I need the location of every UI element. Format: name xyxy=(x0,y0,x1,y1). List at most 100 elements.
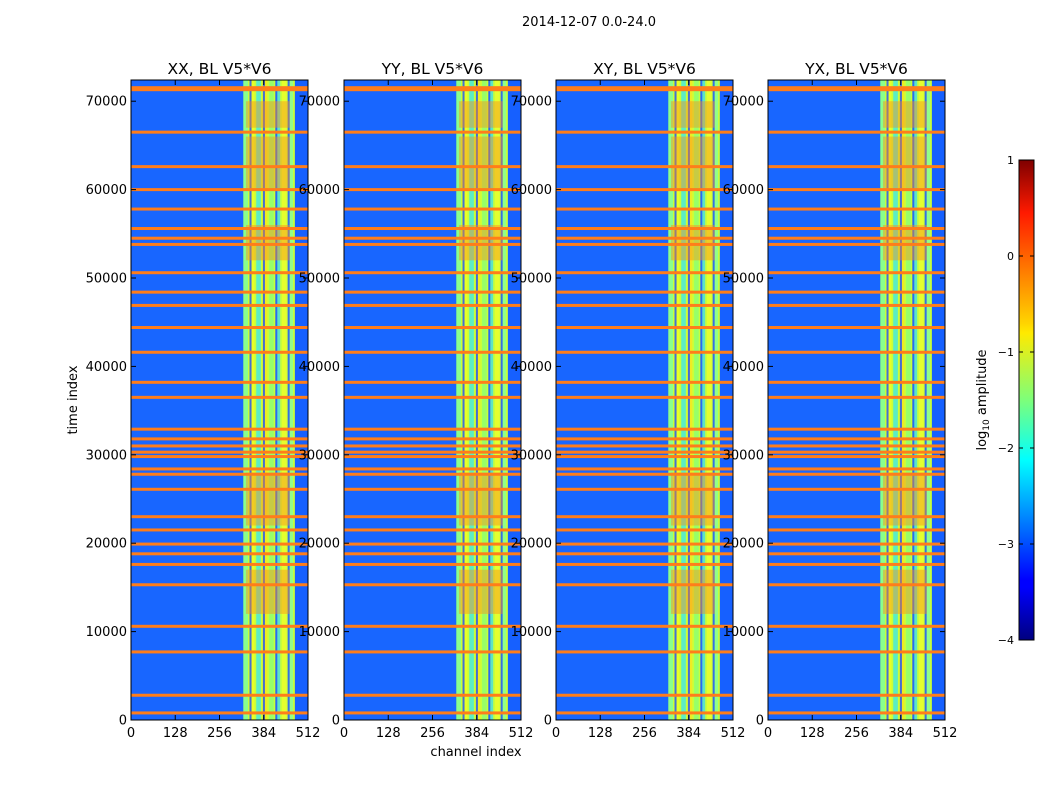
x-axis-label: channel index xyxy=(430,745,521,760)
flagged-row xyxy=(131,624,308,628)
flagged-row xyxy=(768,437,945,441)
high-amplitude-region xyxy=(670,136,715,190)
panel-3: YX, BL V5*V6 0 128 256 384 512 0 10000 20000 3000… xyxy=(723,60,958,741)
y-tick-label: 60000 xyxy=(511,183,552,198)
flagged-row xyxy=(344,303,521,307)
channel-stripe xyxy=(475,80,481,720)
flagged-row xyxy=(556,227,733,231)
y-tick-label: 0 xyxy=(544,714,552,729)
flagged-row xyxy=(131,427,308,431)
flagged-row xyxy=(344,165,521,169)
flagged-row xyxy=(556,562,733,566)
suptitle: 2014-12-07 0.0-24.0 xyxy=(522,15,656,30)
flagged-row xyxy=(768,467,945,471)
flagged-row xyxy=(556,86,733,92)
flagged-row xyxy=(556,188,733,192)
colorbar-ticks: 1 0 −1 −2 −3 −4 xyxy=(998,154,1034,647)
flagged-row xyxy=(344,188,521,192)
flagged-row xyxy=(131,552,308,556)
y-tick-label: 70000 xyxy=(723,95,764,110)
flagged-row xyxy=(344,542,521,546)
high-amplitude-region xyxy=(670,569,715,614)
y-tick-label: 60000 xyxy=(86,183,127,198)
flagged-row xyxy=(768,711,945,715)
channel-gap xyxy=(924,80,927,720)
flagged-row xyxy=(768,188,945,192)
x-tick-label: 512 xyxy=(296,726,321,741)
channel-stripe xyxy=(687,80,693,720)
x-tick-label: 384 xyxy=(464,726,489,741)
heatmap-low-region xyxy=(344,80,457,720)
heatmap-low-region xyxy=(556,80,669,720)
channel-stripe xyxy=(456,80,461,720)
y-tick-label: 30000 xyxy=(723,448,764,463)
flagged-row xyxy=(344,455,521,459)
channel-gap xyxy=(687,80,690,720)
high-amplitude-region xyxy=(670,224,715,261)
flagged-row xyxy=(131,444,308,448)
flagged-row xyxy=(344,380,521,384)
flagged-row xyxy=(131,455,308,459)
channel-stripe xyxy=(886,80,892,720)
panel-title: XY, BL V5*V6 xyxy=(593,60,696,78)
colorbar-tick-label: −2 xyxy=(998,442,1014,455)
y-tick-label: 20000 xyxy=(511,537,552,552)
flagged-row xyxy=(344,290,521,294)
flagged-row xyxy=(556,472,733,476)
x-tick-label: 128 xyxy=(800,726,825,741)
channel-stripe xyxy=(269,80,274,720)
y-tick-label: 10000 xyxy=(299,625,340,640)
y-tick-label: 30000 xyxy=(511,448,552,463)
y-tick-label: 20000 xyxy=(723,537,764,552)
channel-stripe xyxy=(700,80,706,720)
flagged-row xyxy=(344,552,521,556)
flagged-row xyxy=(556,427,733,431)
channel-stripe xyxy=(249,80,255,720)
x-tick-label: 0 xyxy=(127,726,135,741)
channel-gap xyxy=(475,80,478,720)
flagged-row xyxy=(556,395,733,399)
flagged-row xyxy=(768,650,945,654)
flagged-row xyxy=(768,427,945,431)
flagged-row xyxy=(768,271,945,275)
channel-gap xyxy=(674,80,677,720)
y-tick-label: 10000 xyxy=(511,625,552,640)
flagged-row xyxy=(556,326,733,330)
high-amplitude-region xyxy=(458,101,503,128)
flagged-row xyxy=(556,450,733,454)
flagged-row xyxy=(131,562,308,566)
flagged-row xyxy=(556,303,733,307)
channel-stripe xyxy=(243,80,248,720)
flagged-row xyxy=(344,650,521,654)
panels: XX, BL V5*V6 0 128 256 384 512 0 10000 20000 3000… xyxy=(86,60,958,741)
flagged-row xyxy=(344,711,521,715)
channel-gap xyxy=(462,80,465,720)
high-amplitude-region xyxy=(882,101,927,128)
x-tick-label: 256 xyxy=(420,726,445,741)
colorbar-tick-label: −4 xyxy=(998,634,1014,647)
y-tick-label: 30000 xyxy=(86,448,127,463)
y-tick-label: 40000 xyxy=(86,360,127,375)
y-tick-label: 50000 xyxy=(86,272,127,287)
x-tick-label: 128 xyxy=(163,726,188,741)
channel-stripe xyxy=(462,80,468,720)
y-tick-label: 70000 xyxy=(299,95,340,110)
flagged-row xyxy=(344,528,521,532)
flagged-row xyxy=(556,583,733,587)
flagged-row xyxy=(131,515,308,519)
panel-2: XY, BL V5*V6 0 128 256 384 512 0 10000 20000 3000… xyxy=(511,60,746,741)
flagged-row xyxy=(768,227,945,231)
y-tick-label: 40000 xyxy=(511,360,552,375)
x-tick-label: 384 xyxy=(251,726,276,741)
channel-stripe xyxy=(668,80,673,720)
flagged-row xyxy=(131,271,308,275)
channel-gap xyxy=(700,80,703,720)
flagged-row xyxy=(556,467,733,471)
y-tick-label: 70000 xyxy=(511,95,552,110)
flagged-row xyxy=(556,515,733,519)
channel-stripe xyxy=(488,80,494,720)
colorbar-tick-label: 0 xyxy=(1007,250,1014,263)
colorbar: 1 0 −1 −2 −3 −4 log10 amplitude xyxy=(975,154,1035,647)
flagged-row xyxy=(556,271,733,275)
flagged-row xyxy=(131,290,308,294)
